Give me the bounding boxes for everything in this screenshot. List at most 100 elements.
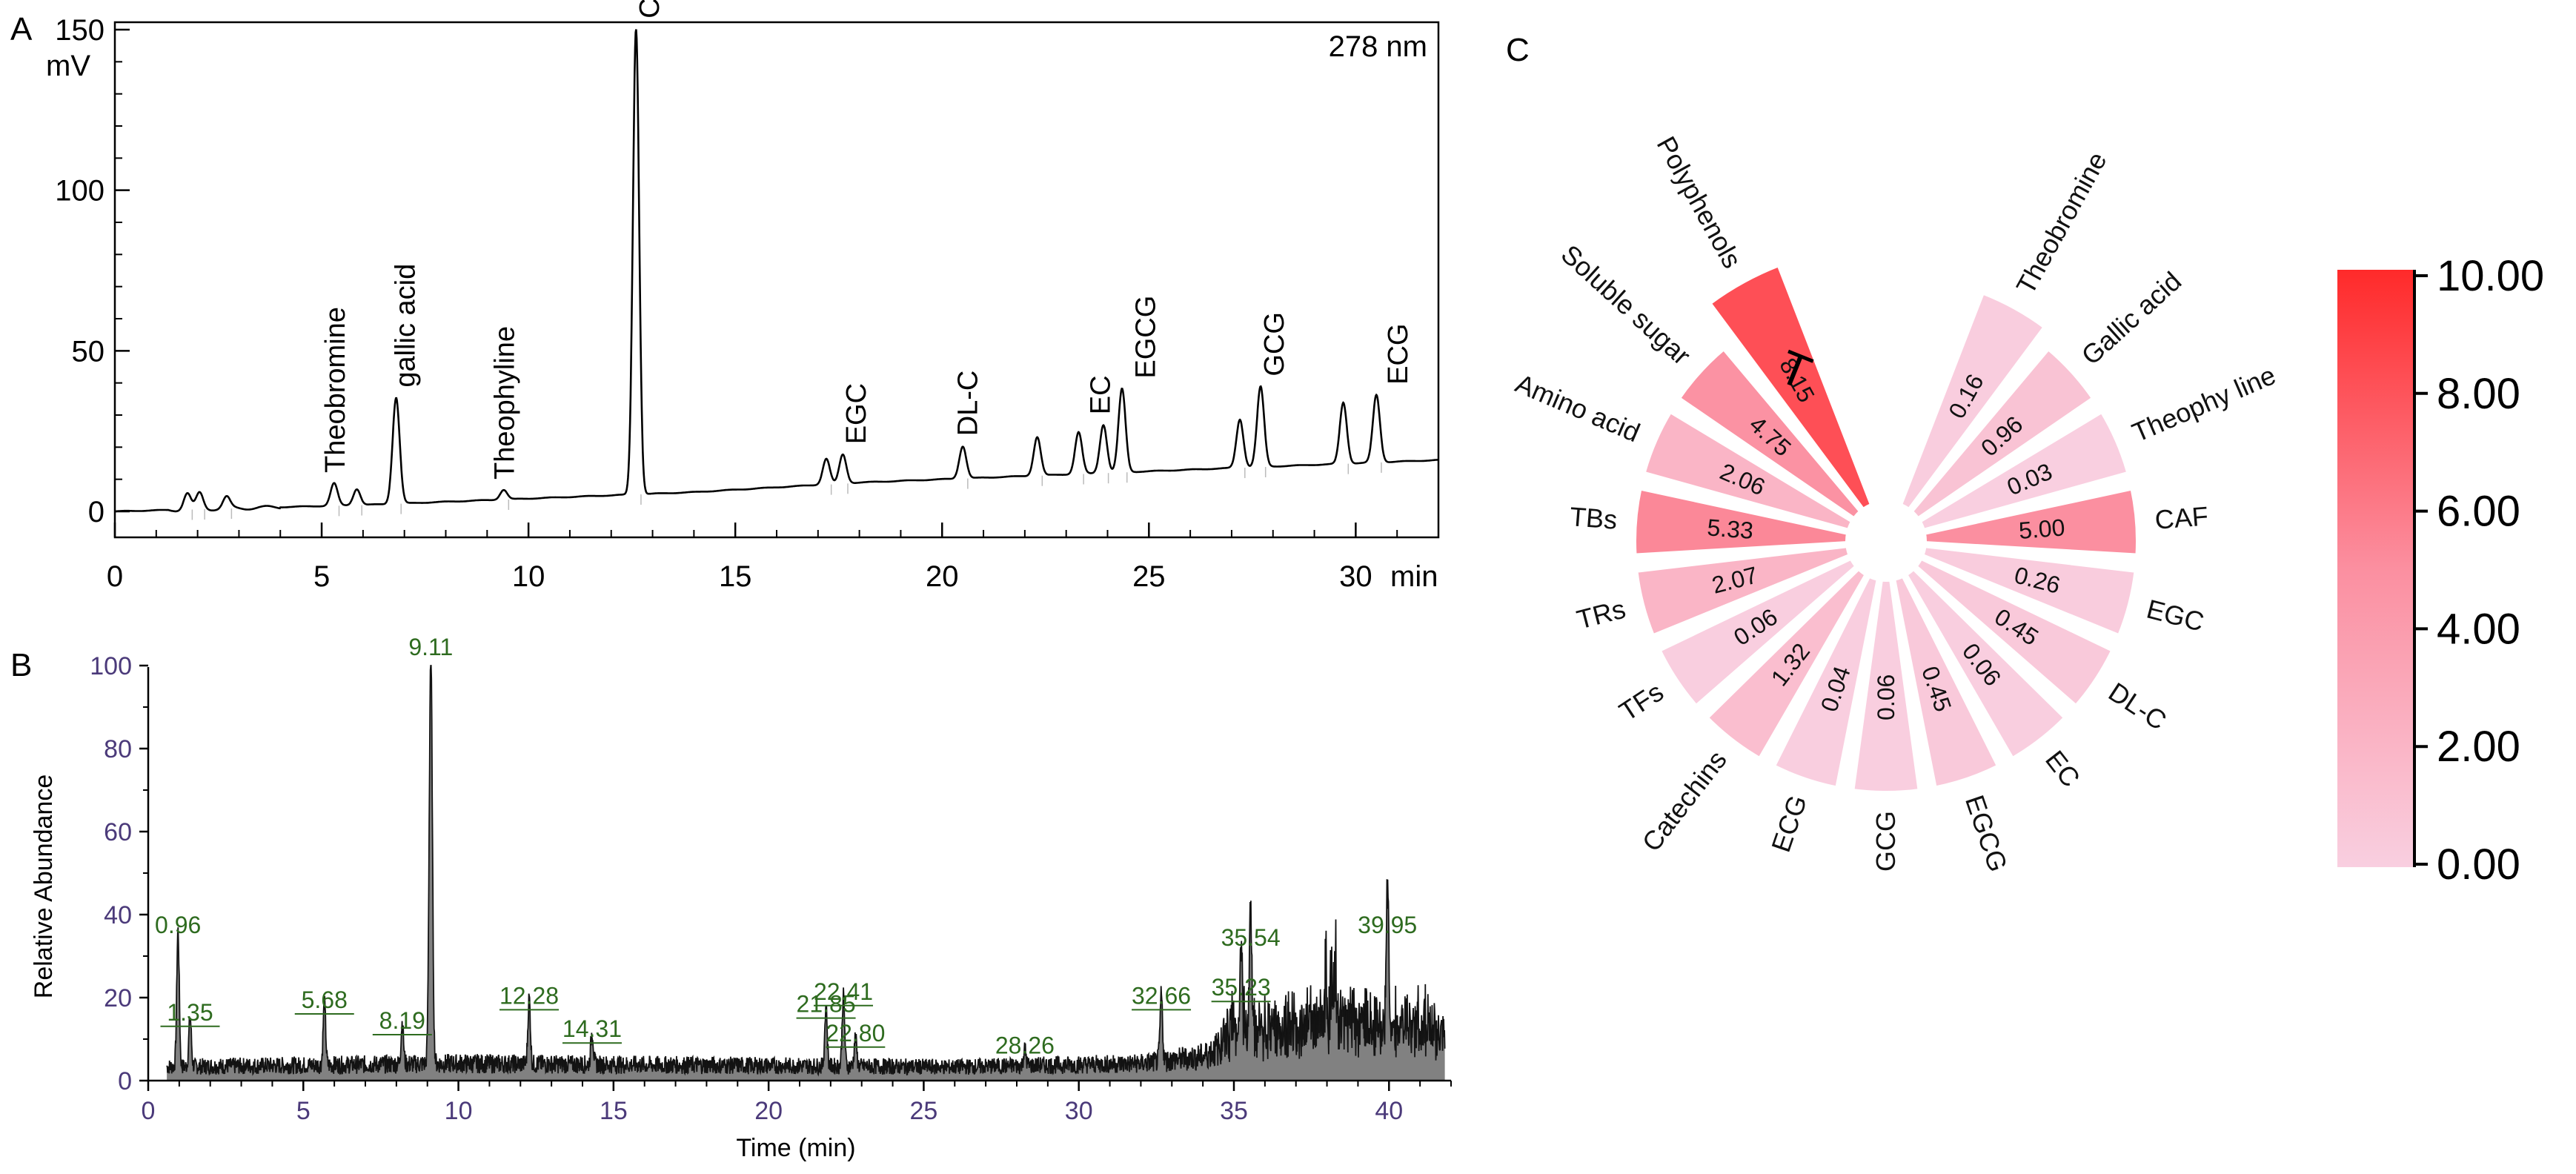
- peak-labels-a: Theobromine gallic acid Theophyline CAF EGC D…: [320, 0, 1414, 480]
- category-label: CAF: [2154, 500, 2209, 534]
- x-tick-label-a: 20: [926, 560, 959, 593]
- x-tick-label-a: 5: [313, 560, 330, 593]
- x-tick-label-b: 25: [910, 1097, 938, 1125]
- wedge-value: 0.06: [1873, 674, 1899, 720]
- x-axis-label-a: min: [1390, 560, 1438, 593]
- category-label: Theophy line: [2128, 359, 2280, 448]
- category-label: ECG: [1765, 792, 1813, 856]
- peak-label-b: 5.68: [302, 986, 348, 1013]
- category-label: GCG: [1870, 811, 1901, 872]
- y-axis-label-a: mV: [46, 50, 90, 82]
- panel-label-c: C: [1506, 32, 1530, 68]
- x-tick-label-a: 10: [512, 560, 545, 593]
- category-label: EGC: [2143, 594, 2207, 637]
- y-tick-label-b: 80: [104, 735, 132, 763]
- polar-chart-c: 0.160.960.035.000.260.450.060.450.060.04…: [1511, 131, 2544, 889]
- category-label: TFs: [1614, 677, 1669, 727]
- y-tick-label-a: 0: [88, 496, 104, 528]
- wedge: [1896, 289, 2049, 514]
- y-tick-label-a: 50: [72, 335, 105, 368]
- peak-label-b: 32.66: [1132, 982, 1191, 1009]
- x-tick-label-b: 30: [1065, 1097, 1093, 1125]
- y-tick-label-b: 40: [104, 901, 132, 929]
- colorbar-tick-label: 0.00: [2437, 840, 2520, 889]
- peak-label-a: CAF: [634, 0, 665, 19]
- wedges: 0.160.960.035.000.260.450.060.450.060.04…: [1632, 262, 2140, 796]
- peak-label-b: 35.23: [1212, 974, 1271, 1001]
- peak-label-b: 22.41: [814, 978, 873, 1005]
- colorbar-tick-label: 2.00: [2437, 723, 2520, 771]
- chromatogram-b: 0 20 40 60 80 100 0 5 10 15 20 25 30 35 40 0.96 1.35 5.6…: [30, 634, 1452, 1162]
- category-label: Theobromine: [2010, 147, 2112, 299]
- x-tick-label-a: 30: [1339, 560, 1372, 593]
- wedge: [1890, 572, 2002, 792]
- peak-label-b: 22.80: [826, 1020, 885, 1047]
- y-tick-label-a: 150: [55, 14, 104, 47]
- category-label: TBs: [1569, 501, 1619, 535]
- y-axis-label-b: Relative Abundance: [30, 775, 58, 998]
- peak-label-a: EGCG: [1131, 296, 1162, 379]
- peak-label-b: 28.26: [995, 1032, 1055, 1059]
- peak-label-a: EGC: [841, 383, 872, 444]
- peak-label-a: gallic acid: [391, 264, 422, 388]
- wedge: [1919, 543, 2139, 640]
- axis-b: 0 20 40 60 80 100 0 5 10 15 20 25 30 35 40: [90, 652, 1452, 1125]
- wedge: [1640, 408, 1856, 534]
- wedge-value: 5.00: [2018, 514, 2066, 544]
- x-tick-label-b: 15: [600, 1097, 628, 1125]
- x-tick-label-a: 0: [107, 560, 123, 593]
- peak-label-b: 35.54: [1221, 924, 1281, 951]
- wedge: [1921, 485, 2140, 558]
- category-label: DL-C: [2103, 677, 2172, 736]
- trace-a: [114, 29, 1438, 520]
- x-tick-label-b: 35: [1220, 1097, 1248, 1125]
- x-tick-label-b: 0: [142, 1097, 156, 1125]
- category-label: EGCG: [1959, 792, 2014, 876]
- category-label: Gallic acid: [2076, 265, 2188, 371]
- wedge: [1902, 565, 2069, 763]
- colorbar-axis: 0.00 2.00 4.00 6.00 8.00 10.00: [2413, 252, 2544, 889]
- category-label: Soluble sugar: [1556, 239, 1697, 371]
- wedge: [1632, 485, 1851, 558]
- wedge: [1849, 577, 1923, 796]
- chromatogram-trace-a: [114, 29, 1438, 513]
- wedge: [1908, 345, 2097, 523]
- x-tick-label-b: 40: [1375, 1097, 1403, 1125]
- wedge: [1675, 345, 1865, 523]
- wedge: [1916, 408, 2132, 534]
- x-tick-label-b: 10: [445, 1097, 473, 1125]
- ms-trace-fill-b: [167, 666, 1445, 1081]
- wedge: [1633, 543, 1853, 640]
- wedge: [1770, 572, 1882, 792]
- peak-label-b: 12.28: [499, 982, 559, 1009]
- peak-label-a: GCG: [1259, 312, 1290, 377]
- peak-label-b: 14.31: [562, 1015, 622, 1042]
- y-tick-label-b: 100: [90, 652, 132, 680]
- axis-a: 0 50 100 150 0 5 10 15 20 25 30: [55, 14, 1398, 593]
- wedge: [1703, 565, 1870, 763]
- peak-label-a: Theophyline: [490, 326, 521, 480]
- category-label: Polyphenols: [1651, 131, 1748, 273]
- colorbar-tick-label: 10.00: [2437, 252, 2544, 300]
- y-tick-label-b: 20: [104, 984, 132, 1012]
- colorbar: [2337, 270, 2414, 867]
- category-label: EC: [2039, 745, 2086, 793]
- chromatogram-a: 0 50 100 150 0 5 10 15 20 25 30 Theobromine gallic …: [46, 0, 1440, 593]
- peak-label-a: EC: [1085, 375, 1116, 414]
- peak-label-b: 0.96: [155, 912, 201, 938]
- peak-label-a: ECG: [1383, 324, 1414, 385]
- peak-label-b: 1.35: [167, 999, 213, 1026]
- y-tick-label-a: 100: [55, 175, 104, 208]
- colorbar-tick-label: 8.00: [2437, 370, 2520, 418]
- panel-label-a: A: [10, 11, 33, 47]
- colorbar-tick-label: 4.00: [2437, 605, 2520, 653]
- wedge: [1706, 262, 1876, 514]
- wedge: [1656, 554, 1861, 710]
- x-tick-label-a: 25: [1132, 560, 1166, 593]
- wedge-value: 5.33: [1706, 514, 1754, 544]
- category-label: TRs: [1573, 594, 1628, 635]
- peak-label-b: 21.85: [797, 991, 856, 1018]
- x-tick-label-a: 15: [719, 560, 752, 593]
